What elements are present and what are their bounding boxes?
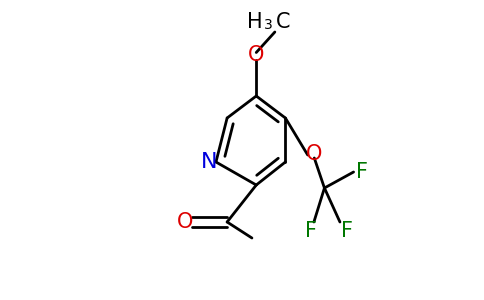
Text: F: F (341, 221, 352, 241)
Text: F: F (305, 221, 317, 241)
Text: C: C (276, 12, 290, 32)
Text: O: O (248, 45, 264, 64)
Text: O: O (306, 143, 322, 164)
Text: F: F (356, 162, 368, 182)
Text: 3: 3 (264, 18, 272, 32)
Text: O: O (177, 212, 193, 232)
Text: H: H (247, 12, 262, 32)
Text: N: N (201, 152, 218, 172)
